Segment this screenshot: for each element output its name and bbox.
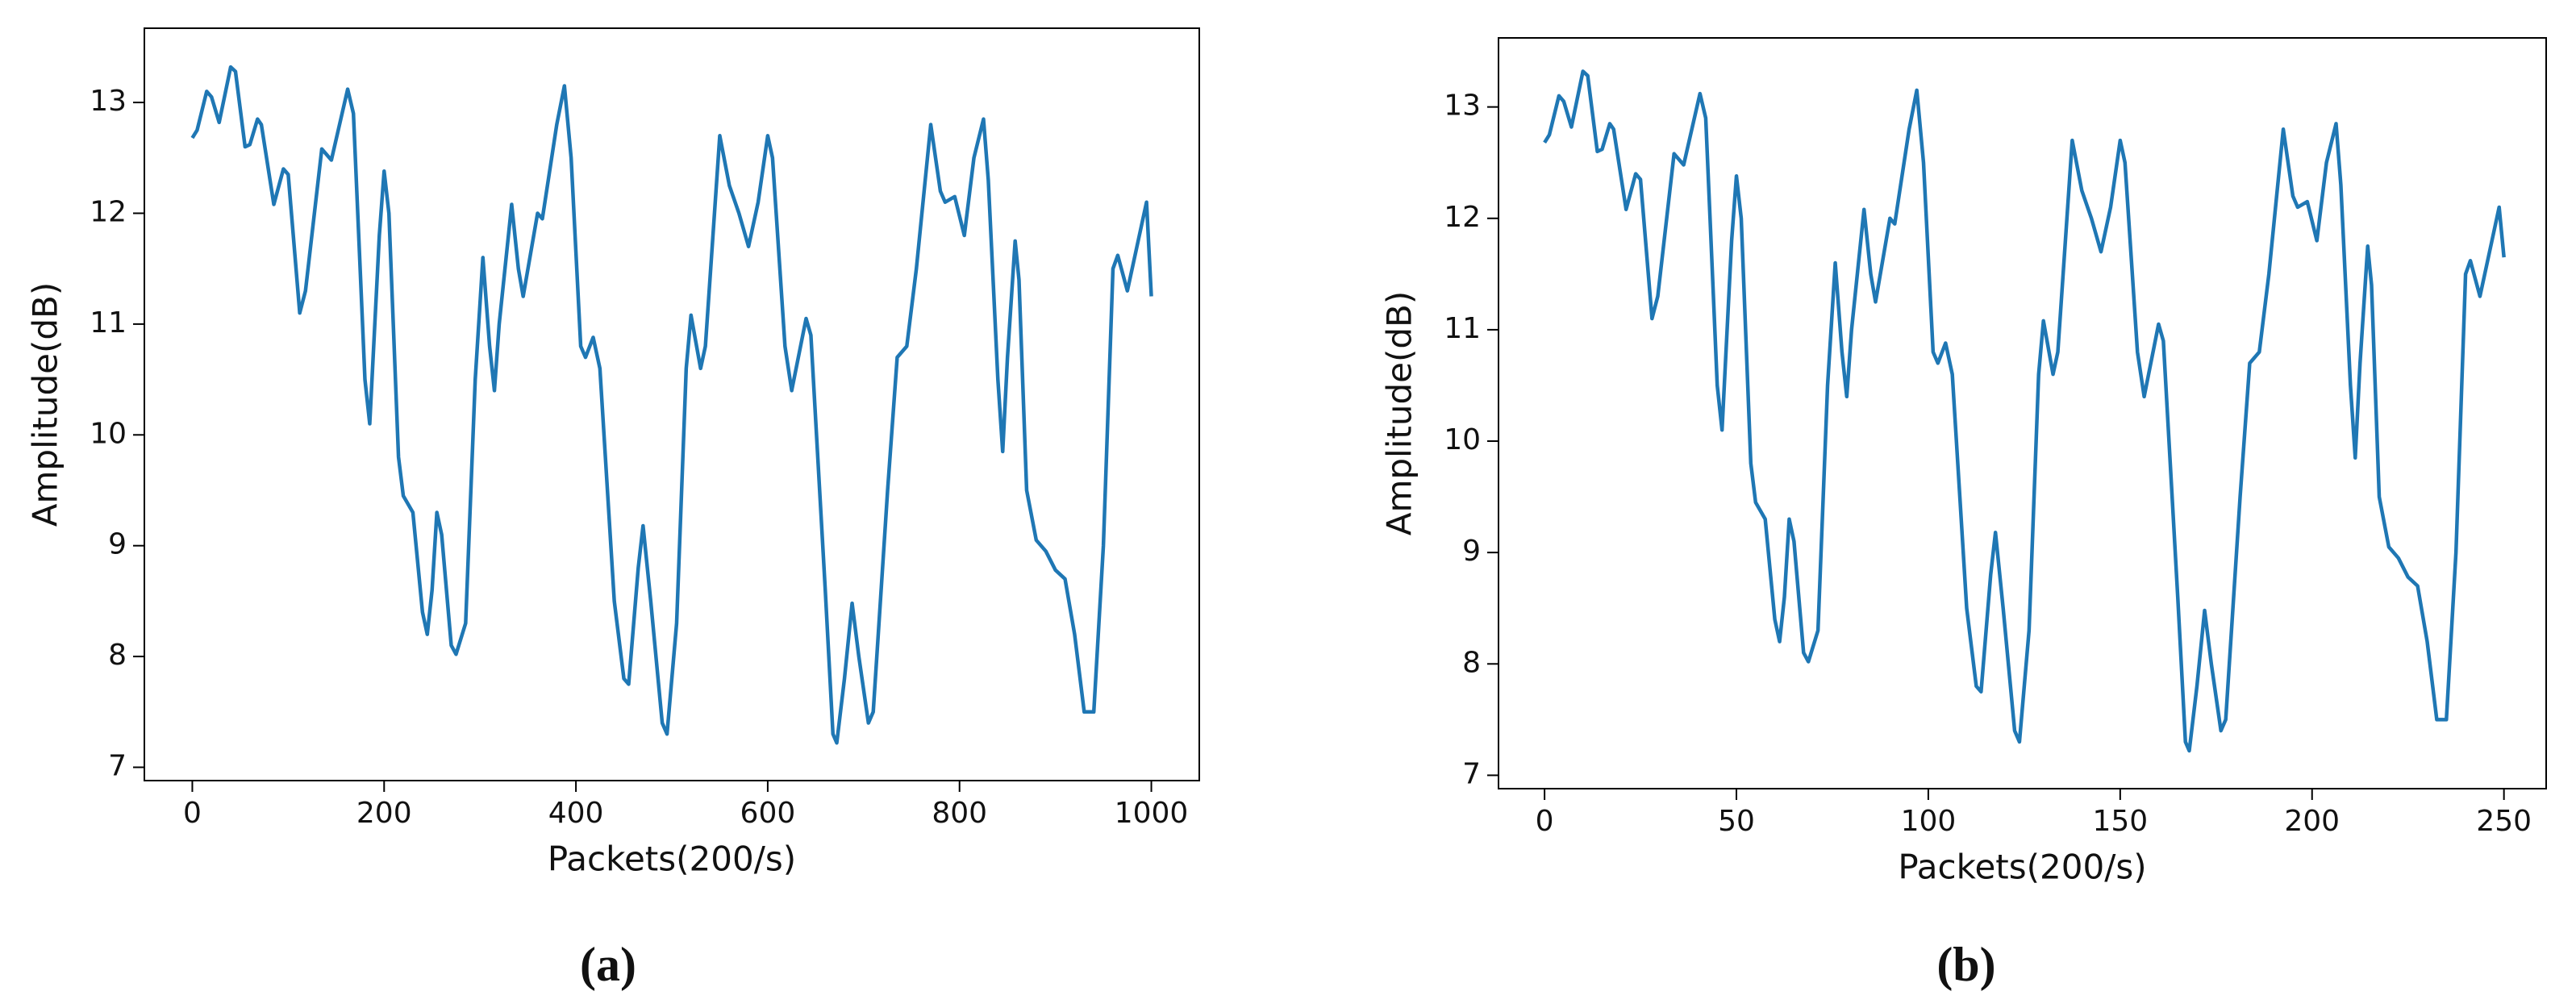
y-tick-label: 10: [1444, 423, 1481, 456]
y-tick-label: 10: [90, 417, 127, 450]
y-tick-label: 13: [1444, 90, 1481, 123]
y-tick-label: 9: [1462, 535, 1481, 568]
y-tick-label: 11: [1444, 312, 1481, 345]
y-axis-label: Amplitude(dB): [26, 282, 65, 527]
x-tick-label: 150: [2092, 805, 2148, 838]
x-tick-label: 0: [1536, 805, 1554, 838]
plot-frame: [144, 27, 1200, 781]
x-tick-label: 250: [2476, 805, 2532, 838]
y-tick-label: 7: [108, 750, 127, 783]
x-tick-label: 600: [740, 797, 796, 830]
y-tick-label: 8: [1462, 646, 1481, 679]
x-tick-label: 200: [2284, 805, 2340, 838]
x-tick-label: 1000: [1115, 797, 1189, 830]
x-tick-label: 800: [932, 797, 987, 830]
y-tick-label: 9: [108, 528, 127, 561]
x-tick-label: 400: [548, 797, 604, 830]
y-tick-label: 13: [90, 85, 127, 118]
caption: (b): [1936, 938, 1995, 991]
data-line: [190, 65, 1153, 745]
data-line: [1543, 69, 2506, 753]
x-axis-label: Packets(200/s): [548, 839, 796, 879]
x-tick-label: 100: [1901, 805, 1957, 838]
caption: (a): [580, 938, 636, 991]
y-tick-label: 7: [1462, 757, 1481, 790]
x-tick-label: 50: [1718, 805, 1755, 838]
plot-frame: [1498, 37, 2547, 789]
x-tick-label: 0: [183, 797, 202, 830]
x-tick-label: 200: [356, 797, 412, 830]
y-tick-label: 11: [90, 306, 127, 339]
y-axis-label: Amplitude(dB): [1380, 291, 1419, 535]
y-tick-label: 12: [90, 195, 127, 228]
y-tick-label: 8: [108, 639, 127, 672]
y-tick-label: 12: [1444, 201, 1481, 234]
x-axis-label: Packets(200/s): [1898, 848, 2146, 887]
